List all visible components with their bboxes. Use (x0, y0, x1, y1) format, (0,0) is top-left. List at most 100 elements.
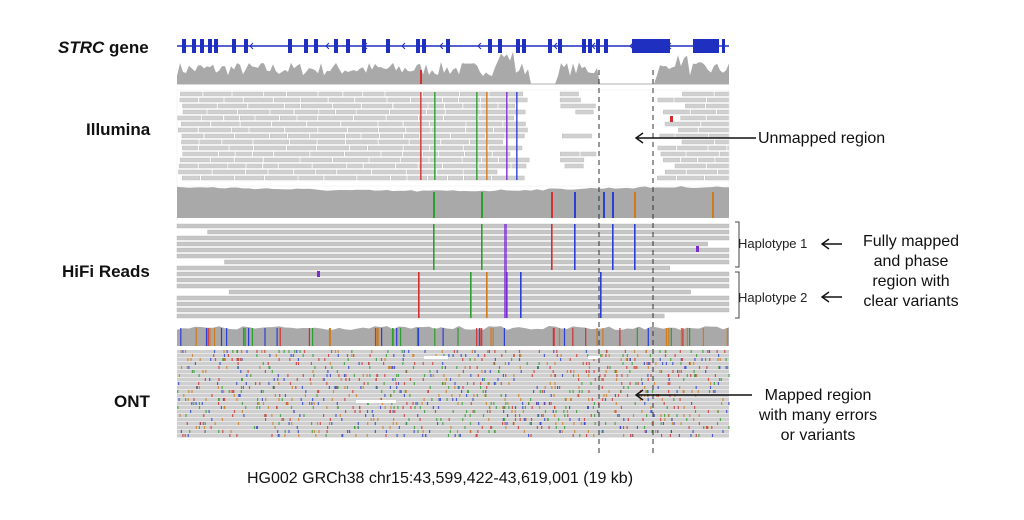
ont-mismatch (194, 362, 196, 365)
hifi-read (176, 265, 670, 271)
ont-mismatch (424, 350, 426, 353)
ont-mismatch (375, 358, 377, 361)
ont-deletion (588, 356, 600, 359)
illumina-read (494, 127, 528, 133)
ont-mismatch (430, 374, 432, 377)
ont-mismatch (431, 398, 433, 401)
hifi-coverage-variant (634, 192, 636, 218)
illumina-read (443, 97, 459, 103)
ont-mismatch (617, 414, 619, 417)
ont-mismatch (213, 354, 215, 357)
illumina-read (481, 109, 508, 115)
ont-mismatch (505, 394, 507, 397)
ont-mismatch (659, 350, 661, 353)
ont-mismatch (486, 410, 489, 413)
ont-mismatch (354, 426, 356, 429)
ont-mismatch (355, 394, 358, 397)
illumina-read (462, 157, 481, 163)
strand-arrow (439, 42, 444, 50)
illumina-read (499, 157, 530, 163)
ont-mismatch (484, 354, 486, 357)
ont-mismatch (224, 358, 226, 361)
ont-mismatch (530, 422, 532, 425)
ont-mismatch (660, 422, 662, 425)
ont-mismatch (312, 370, 314, 373)
ont-mismatch (485, 394, 487, 397)
illumina-read (664, 121, 701, 127)
ont-mismatch (213, 350, 216, 353)
illumina-read (715, 157, 730, 163)
ont-mismatch (508, 362, 510, 365)
illumina-read (235, 133, 269, 139)
ont-mismatch (389, 410, 391, 413)
ont-mismatch (248, 386, 251, 389)
ont-mismatch (698, 414, 700, 417)
ont-mismatch (528, 402, 530, 405)
ont-mismatch (507, 402, 509, 405)
illumina-read (204, 133, 235, 139)
ont-mismatch (393, 354, 395, 357)
ont-mismatch (692, 430, 694, 433)
ont-mismatch (552, 370, 554, 373)
ont-mismatch (246, 350, 248, 353)
haplotype-1-arrow-head (820, 238, 830, 250)
ont-mismatch (218, 430, 220, 433)
ont-mismatch (712, 390, 715, 393)
ont-mismatch (440, 418, 442, 421)
ont-mismatch (198, 382, 200, 385)
ont-mismatch (594, 414, 596, 417)
ont-mismatch (301, 386, 303, 389)
ont-mismatch (341, 418, 343, 421)
ont-mismatch (241, 358, 243, 361)
ont-mismatch (644, 402, 646, 405)
illumina-read (253, 145, 286, 151)
ont-mismatch (402, 406, 404, 409)
ont-mismatch (678, 370, 680, 373)
ont-mismatch (262, 402, 265, 405)
illumina-read (379, 127, 406, 133)
illumina-read (356, 109, 389, 115)
ont-mismatch (191, 370, 193, 373)
ont-mismatch (705, 358, 707, 361)
illumina-read (463, 103, 480, 109)
haplotype-1-bracket (735, 221, 740, 268)
ont-coverage-variant (596, 328, 598, 346)
illumina-read (403, 151, 422, 157)
ont-mismatch (580, 422, 582, 425)
ont-mismatch (396, 386, 398, 389)
ont-mismatch (208, 410, 210, 413)
ont-mismatch (272, 422, 274, 425)
ont-mismatch (565, 398, 567, 401)
gene-exon (596, 39, 600, 53)
ont-mismatch (663, 402, 665, 405)
ont-mismatch (485, 390, 487, 393)
ont-mismatch (608, 354, 610, 357)
illumina-read (560, 103, 596, 109)
ont-mismatch (204, 422, 206, 425)
ont-mismatch (226, 350, 228, 353)
ont-mismatch (569, 390, 571, 393)
illumina-read (396, 163, 418, 169)
ont-mismatch (579, 434, 581, 437)
ont-mismatch (392, 366, 394, 369)
ont-mismatch (322, 378, 324, 381)
illumina-read (393, 103, 428, 109)
ont-mismatch (325, 434, 327, 437)
ont-mismatch (538, 414, 540, 417)
hifi-read (207, 229, 730, 235)
ont-mismatch (681, 358, 683, 361)
ont-mismatch (646, 390, 648, 393)
ont-mismatch (690, 374, 692, 377)
illumina-read (361, 103, 393, 109)
gene-exon (208, 39, 212, 53)
ont-coverage-variant (207, 328, 209, 346)
ont-coverage-variant (312, 328, 314, 346)
ont-mismatch (502, 406, 504, 409)
ont-mismatch (556, 354, 558, 357)
ont-mismatch (519, 354, 521, 357)
ont-mismatch (432, 362, 434, 365)
ont-mismatch (218, 398, 220, 401)
ont-mismatch (303, 414, 305, 417)
ont-mismatch (438, 398, 440, 401)
ont-mismatch (490, 426, 492, 429)
